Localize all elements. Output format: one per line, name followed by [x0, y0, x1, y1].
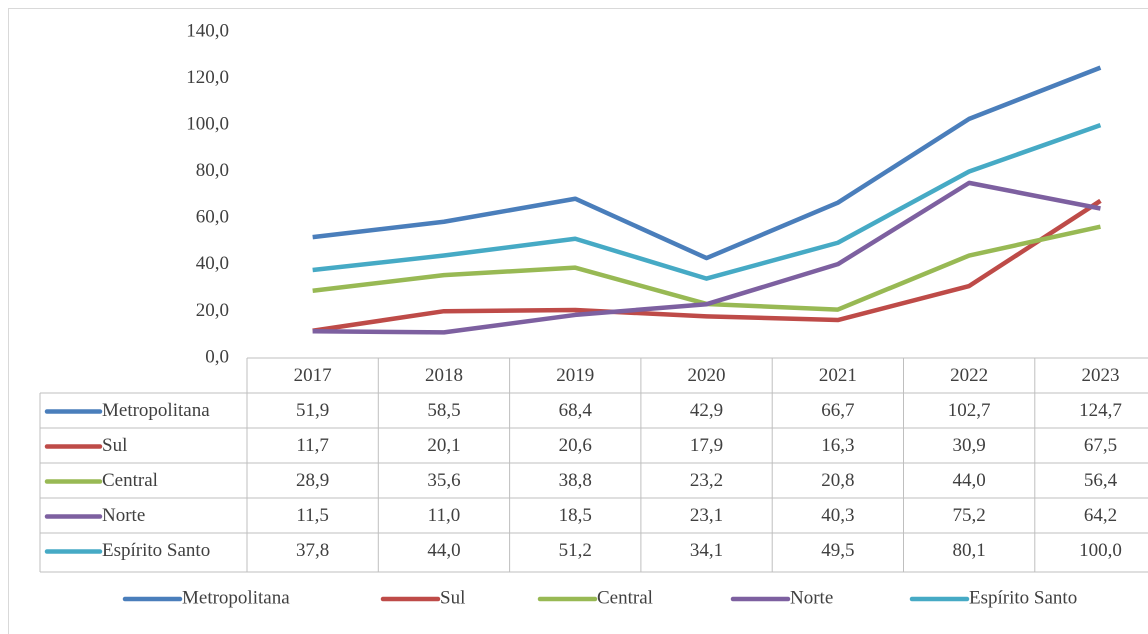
x-tick-label: 2019 [556, 365, 594, 386]
table-value: 23,2 [690, 470, 723, 491]
table-value: 38,8 [559, 470, 592, 491]
y-tick-label: 40,0 [196, 253, 229, 274]
x-tick-label: 2018 [425, 365, 463, 386]
series-line [312, 180, 1101, 335]
table-value: 66,7 [821, 400, 854, 421]
table-value: 18,5 [559, 505, 592, 526]
series-line [312, 65, 1102, 261]
x-tick-label: 2017 [294, 365, 332, 386]
legend-label: Norte [790, 587, 833, 608]
table-value: 16,3 [821, 435, 854, 456]
y-tick-label: 100,0 [186, 114, 229, 135]
table-value: 100,0 [1079, 540, 1122, 561]
table-value: 58,5 [427, 400, 460, 421]
table-value: 44,0 [953, 470, 986, 491]
row-label: Norte [102, 505, 145, 526]
legend-label: Metropolitana [182, 587, 290, 608]
table-value: 102,7 [948, 400, 991, 421]
y-tick-label: 80,0 [196, 160, 229, 181]
table-value: 56,4 [1084, 470, 1118, 491]
table-value: 49,5 [821, 540, 854, 561]
table-value: 11,5 [296, 505, 329, 526]
series-line [312, 198, 1102, 333]
series-line [312, 224, 1101, 312]
table-value: 42,9 [690, 400, 723, 421]
y-tick-label: 20,0 [196, 300, 229, 321]
y-tick-label: 60,0 [196, 207, 229, 228]
table-value: 34,1 [690, 540, 723, 561]
x-tick-label: 2020 [688, 365, 726, 386]
table-value: 80,1 [953, 540, 986, 561]
table-value: 20,6 [559, 435, 592, 456]
legend-label: Espírito Santo [969, 587, 1077, 608]
x-tick-label: 2022 [950, 365, 988, 386]
x-tick-label: 2021 [819, 365, 857, 386]
table-value: 11,0 [428, 505, 461, 526]
table-value: 40,3 [821, 505, 854, 526]
legend-label: Sul [440, 587, 465, 608]
table-value: 68,4 [559, 400, 593, 421]
table-value: 30,9 [953, 435, 986, 456]
table-value: 37,8 [296, 540, 329, 561]
table-value: 23,1 [690, 505, 723, 526]
table-value: 67,5 [1084, 435, 1117, 456]
table-value: 75,2 [953, 505, 986, 526]
chart-border [8, 8, 1148, 634]
table-value: 51,2 [559, 540, 592, 561]
row-label: Espírito Santo [102, 540, 210, 561]
row-label: Central [102, 470, 158, 491]
table-value: 124,7 [1079, 400, 1122, 421]
table-value: 20,8 [821, 470, 854, 491]
table-value: 17,9 [690, 435, 723, 456]
y-tick-label: 120,0 [186, 67, 229, 88]
table-value: 51,9 [296, 400, 329, 421]
table-value: 35,6 [427, 470, 460, 491]
table-value: 20,1 [427, 435, 460, 456]
y-tick-label: 140,0 [186, 20, 229, 41]
table-value: 28,9 [296, 470, 329, 491]
y-tick-label: 0,0 [205, 346, 229, 367]
series-line [312, 123, 1102, 281]
x-tick-label: 2023 [1081, 365, 1119, 386]
legend-label: Central [597, 587, 653, 608]
table-value: 11,7 [296, 435, 329, 456]
table-value: 64,2 [1084, 505, 1117, 526]
table-value: 44,0 [427, 540, 460, 561]
row-label: Metropolitana [102, 400, 210, 421]
row-label: Sul [102, 435, 127, 456]
